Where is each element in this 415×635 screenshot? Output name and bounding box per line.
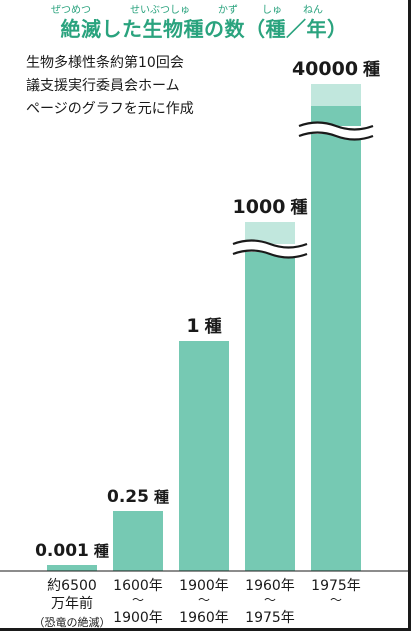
bar-group: 0.25 種 (107, 487, 169, 571)
category-label: 約6500 (47, 578, 97, 594)
category-label: ～ (264, 593, 276, 607)
bar (245, 252, 295, 571)
bar-group: 40000 種 (292, 58, 380, 571)
bar (113, 511, 163, 571)
source-note-line: 生物多様性条約第10回会 (26, 55, 184, 71)
category-label: 1900年 (179, 578, 229, 594)
bar (179, 341, 229, 571)
chart-title: 絶滅した生物種の数（種／年） (60, 17, 348, 41)
ruby-zetsumetsu: ぜつめつ (51, 5, 91, 16)
axis-break-line (298, 131, 374, 141)
axis-break-line (232, 249, 308, 259)
source-note-line: 議支援実行委員会ホーム (26, 78, 180, 94)
axis-break-gap (301, 122, 371, 140)
bar-group: 0.001 種 (35, 541, 109, 571)
data-label: 40000 種 (292, 58, 380, 80)
data-label: 0.001 種 (35, 541, 109, 561)
category-label: 万年前 (51, 595, 93, 612)
bar-fade (311, 84, 361, 106)
category-label: ～ (132, 593, 144, 607)
category-label: ～ (198, 593, 210, 607)
chart-header: ぜつめつ せいぶつしゅ かず しゅ ねん 絶滅した生物種の数（種／年） (0, 0, 408, 48)
axis-break-line (232, 239, 308, 249)
data-label: 1000 種 (233, 196, 308, 218)
category-label: 1960年 (179, 610, 229, 626)
category-label: 1900年 (113, 610, 163, 626)
ruby-shu: しゅ (262, 5, 282, 16)
ruby-nen: ねん (303, 5, 323, 16)
bar (311, 134, 361, 571)
category-label: 1960年 (245, 578, 295, 594)
bar (47, 565, 97, 571)
category-label: 1975年 (311, 578, 361, 594)
source-note: 生物多様性条約第10回会 議支援実行委員会ホーム ページのグラフを元に作成 (26, 52, 226, 121)
category-label: ～ (330, 593, 342, 607)
axis-break-line (298, 121, 374, 131)
axis-break-gap (235, 240, 305, 258)
ruby-kazu: かず (218, 5, 238, 16)
category-label: （恐竜の絶滅） (34, 615, 111, 628)
data-label: 0.25 種 (107, 487, 169, 507)
source-note-line: ページのグラフを元に作成 (26, 101, 194, 117)
bar-fade (245, 222, 295, 244)
category-label: 1975年 (245, 610, 295, 626)
ruby-seibutsushu: せいぶつしゅ (130, 5, 190, 16)
category-label: 1600年 (113, 578, 163, 594)
bar-group: 1000 種 (232, 196, 308, 571)
